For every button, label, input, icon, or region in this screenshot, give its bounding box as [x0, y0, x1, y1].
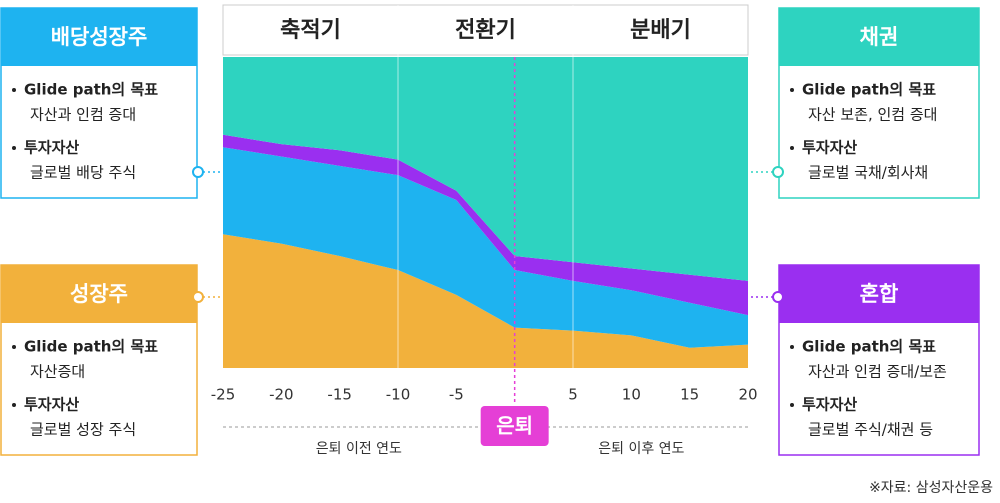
item-text: 자산과 인컴 증대/보존 — [808, 363, 947, 381]
legend-entry: 혼합 — [860, 282, 899, 306]
box-header — [779, 265, 979, 323]
retirement-label: 은퇴 — [496, 414, 533, 438]
legend-entry: 성장주 — [70, 282, 128, 306]
area — [223, 147, 748, 348]
x-tick-label: 5 — [568, 386, 578, 404]
x-tick-label: 20 — [738, 386, 757, 404]
item-text: 글로벌 성장 주식 — [30, 421, 136, 439]
item-heading: 투자자산 — [24, 396, 79, 414]
source: ※자료: 삼성자산운용 — [869, 480, 993, 496]
connector-dot — [772, 291, 784, 303]
box-header — [1, 265, 197, 323]
bullet — [12, 345, 16, 349]
x-tick-label: -10 — [386, 386, 411, 404]
connector-dot — [192, 166, 204, 178]
before-label: 은퇴 이전 연도 — [316, 441, 402, 457]
legend-entry: 채권 — [860, 25, 899, 49]
phase-label: 축적기 — [280, 18, 341, 43]
x-tick-label: 10 — [622, 386, 641, 404]
bullet — [790, 345, 794, 349]
x-tick-label: -25 — [211, 386, 236, 404]
item-heading: 투자자산 — [24, 139, 79, 157]
item-text: 자산 보존, 인컴 증대 — [808, 106, 937, 124]
bullet — [790, 88, 794, 92]
phase-label: 분배기 — [630, 18, 691, 43]
item-heading: Glide path의 목표 — [24, 81, 158, 99]
bullet — [790, 403, 794, 407]
item-heading: 투자자산 — [802, 139, 857, 157]
bullet — [790, 146, 794, 150]
box-header — [1, 8, 197, 66]
phase-label: 전환기 — [455, 18, 516, 43]
item-text: 자산증대 — [30, 363, 85, 381]
phase-header — [222, 4, 749, 56]
bullet — [12, 146, 16, 150]
connector-dot — [772, 166, 784, 178]
item-heading: Glide path의 목표 — [802, 81, 936, 99]
after-label: 은퇴 이후 연도 — [598, 441, 684, 457]
bullet — [12, 88, 16, 92]
item-text: 글로벌 국채/회사채 — [808, 164, 928, 182]
x-tick-label: -20 — [269, 386, 294, 404]
item-heading: Glide path의 목표 — [24, 338, 158, 356]
retirement-box — [480, 406, 549, 446]
bullet — [12, 403, 16, 407]
x-tick-label: -5 — [449, 386, 464, 404]
area — [223, 57, 748, 281]
x-tick-label: 15 — [680, 386, 699, 404]
item-heading: Glide path의 목표 — [802, 338, 936, 356]
item-text: 글로벌 배당 주식 — [30, 164, 136, 182]
area — [223, 134, 748, 316]
area — [223, 234, 748, 368]
item-text: 자산과 인컴 증대 — [30, 106, 136, 124]
x-tick-label: -15 — [327, 386, 352, 404]
box-header — [779, 8, 979, 66]
legend-entry: 배당성장주 — [51, 25, 148, 49]
item-heading: 투자자산 — [802, 396, 857, 414]
item-text: 글로벌 주식/채권 등 — [808, 421, 933, 439]
connector-dot — [192, 291, 204, 303]
